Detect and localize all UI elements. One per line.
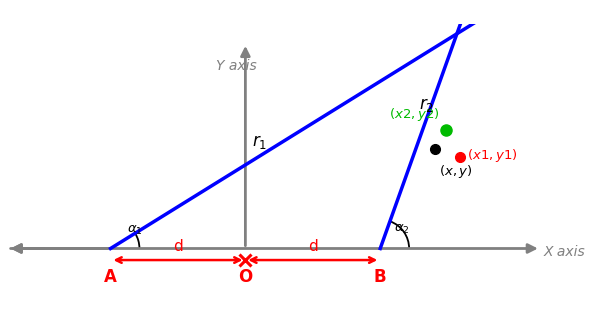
Text: $(x2,y2)$: $(x2,y2)$ <box>389 106 440 123</box>
Text: $(x,y)$: $(x,y)$ <box>440 163 473 180</box>
Text: d: d <box>308 239 317 254</box>
Text: X axis: X axis <box>544 245 586 259</box>
Text: $\alpha_2$: $\alpha_2$ <box>394 223 410 236</box>
Text: $r_1$: $r_1$ <box>252 133 267 151</box>
Text: O: O <box>238 268 253 286</box>
Text: A: A <box>104 268 117 286</box>
Text: Y axis: Y axis <box>217 58 257 73</box>
Text: $\alpha_1$: $\alpha_1$ <box>127 224 142 237</box>
Text: B: B <box>374 268 386 286</box>
Text: $(x1,y1)$: $(x1,y1)$ <box>467 147 517 164</box>
Text: $r_2$: $r_2$ <box>419 95 434 114</box>
Text: d: d <box>173 239 183 254</box>
